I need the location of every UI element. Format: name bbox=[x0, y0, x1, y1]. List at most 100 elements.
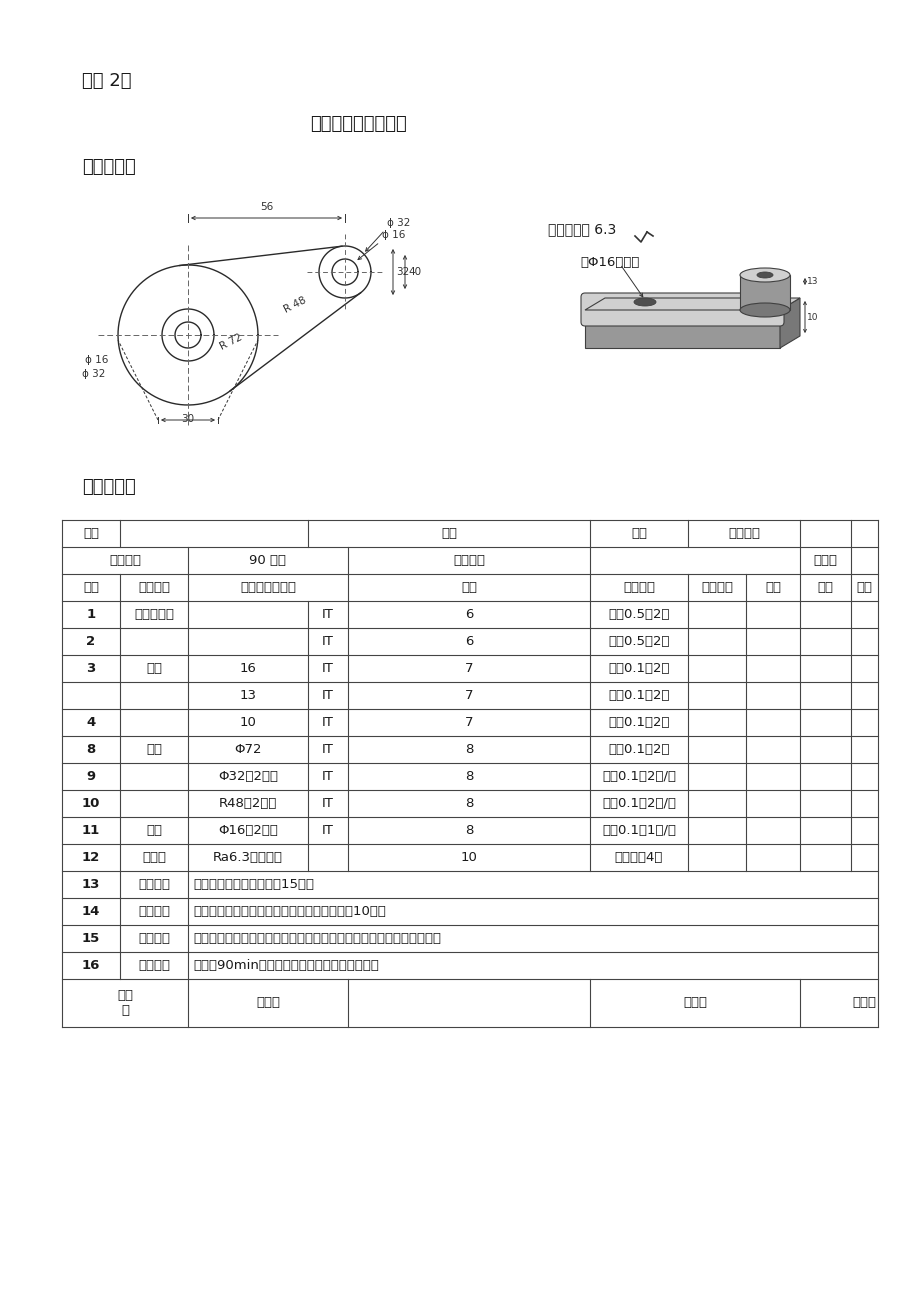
Text: 初赛图纸及评分表格: 初赛图纸及评分表格 bbox=[310, 115, 406, 133]
Text: 13: 13 bbox=[82, 878, 100, 891]
Polygon shape bbox=[584, 298, 800, 310]
Text: IT: IT bbox=[322, 797, 334, 810]
Text: 附件 2：: 附件 2： bbox=[82, 72, 131, 90]
Text: 超差0.1扣2分: 超差0.1扣2分 bbox=[607, 716, 669, 729]
Text: 9: 9 bbox=[86, 769, 96, 783]
Text: 16: 16 bbox=[239, 661, 256, 674]
Text: 超差0.1扣2分: 超差0.1扣2分 bbox=[607, 743, 669, 756]
Text: 7: 7 bbox=[464, 716, 472, 729]
Text: 降一级扣4分: 降一级扣4分 bbox=[614, 852, 663, 865]
Text: 按以上文件所述违规配分15分。: 按以上文件所述违规配分15分。 bbox=[193, 878, 313, 891]
Text: 备注: 备注 bbox=[856, 581, 871, 594]
Text: 超差0.5扣2分: 超差0.5扣2分 bbox=[607, 635, 669, 648]
Text: 超差0.1扣2分: 超差0.1扣2分 bbox=[607, 661, 669, 674]
Text: 一、零件图: 一、零件图 bbox=[82, 158, 136, 176]
Text: 11: 11 bbox=[82, 824, 100, 837]
Text: IT: IT bbox=[322, 661, 334, 674]
Ellipse shape bbox=[633, 298, 655, 306]
Text: IT: IT bbox=[322, 635, 334, 648]
Text: R48（2处）: R48（2处） bbox=[219, 797, 277, 810]
Ellipse shape bbox=[756, 272, 772, 279]
Text: 程序中有严重违反工艺的则取消考试资格，小问题则视情况酌情扣分。: 程序中有严重违反工艺的则取消考试资格，小问题则视情况酌情扣分。 bbox=[193, 932, 440, 945]
Text: R 48: R 48 bbox=[282, 296, 307, 315]
Text: 14: 14 bbox=[82, 905, 100, 918]
Text: R 72: R 72 bbox=[218, 332, 244, 352]
Text: 圆弧: 圆弧 bbox=[146, 743, 162, 756]
Text: 序号: 序号 bbox=[83, 581, 99, 594]
Text: 10: 10 bbox=[460, 852, 477, 865]
Text: IT: IT bbox=[322, 716, 334, 729]
Text: 13: 13 bbox=[239, 689, 256, 702]
Text: 姓名: 姓名 bbox=[440, 527, 457, 540]
Text: 考核内容及要求: 考核内容及要求 bbox=[240, 581, 296, 594]
Text: 90 分钟: 90 分钟 bbox=[249, 553, 286, 566]
Text: 粗糙度要求 6.3: 粗糙度要求 6.3 bbox=[548, 223, 616, 236]
Text: 8: 8 bbox=[464, 824, 472, 837]
Text: 8: 8 bbox=[464, 797, 472, 810]
FancyBboxPatch shape bbox=[581, 293, 783, 326]
Text: 得分: 得分 bbox=[817, 581, 833, 594]
Text: 32: 32 bbox=[395, 267, 409, 277]
Text: 超差0.1扣2分/处: 超差0.1扣2分/处 bbox=[601, 769, 675, 783]
Text: 粗糙度: 粗糙度 bbox=[142, 852, 165, 865]
Text: 总得分: 总得分 bbox=[812, 553, 836, 566]
Text: 考核项目: 考核项目 bbox=[138, 581, 170, 594]
Text: Ra6.3（整体）: Ra6.3（整体） bbox=[213, 852, 283, 865]
Text: 两Φ16孔钻穿: 两Φ16孔钻穿 bbox=[579, 256, 639, 270]
Text: 加工时间: 加工时间 bbox=[138, 960, 170, 973]
Text: 6: 6 bbox=[464, 608, 472, 621]
Text: 7: 7 bbox=[464, 661, 472, 674]
Text: 13: 13 bbox=[806, 276, 818, 285]
Text: ϕ 32: ϕ 32 bbox=[82, 368, 106, 379]
Text: 16: 16 bbox=[82, 960, 100, 973]
Text: 超差0.1扣1分/处: 超差0.1扣1分/处 bbox=[601, 824, 675, 837]
Text: 1: 1 bbox=[86, 608, 96, 621]
Polygon shape bbox=[779, 298, 800, 348]
Text: 两圆外边距: 两圆外边距 bbox=[134, 608, 174, 621]
Text: 8: 8 bbox=[464, 769, 472, 783]
Ellipse shape bbox=[739, 268, 789, 283]
Text: 考评人: 考评人 bbox=[852, 996, 876, 1009]
Text: 定额时间: 定额时间 bbox=[108, 553, 141, 566]
Text: 违规扣分: 违规扣分 bbox=[138, 878, 170, 891]
Text: 高度: 高度 bbox=[146, 661, 162, 674]
Text: 2: 2 bbox=[86, 635, 96, 648]
Text: 配分: 配分 bbox=[460, 581, 476, 594]
Text: IT: IT bbox=[322, 608, 334, 621]
Text: 其他项目: 其他项目 bbox=[138, 905, 170, 918]
Ellipse shape bbox=[739, 303, 789, 316]
Text: 图号: 图号 bbox=[630, 527, 646, 540]
Text: 超差0.5扣2分: 超差0.5扣2分 bbox=[607, 608, 669, 621]
Text: 超差0.1扣2分/处: 超差0.1扣2分/处 bbox=[601, 797, 675, 810]
Text: 二、评分表: 二、评分表 bbox=[82, 478, 136, 496]
Text: 8: 8 bbox=[464, 743, 472, 756]
Text: 圆孔: 圆孔 bbox=[146, 824, 162, 837]
Polygon shape bbox=[584, 310, 779, 348]
Text: 轴承挡板: 轴承挡板 bbox=[727, 527, 759, 540]
Text: 10: 10 bbox=[82, 797, 100, 810]
Text: 56: 56 bbox=[259, 202, 273, 212]
Text: IT: IT bbox=[322, 743, 334, 756]
Text: 工件必须完整，局部无缺陷（夹伤等），配分10分。: 工件必须完整，局部无缺陷（夹伤等），配分10分。 bbox=[193, 905, 385, 918]
Text: ϕ 32: ϕ 32 bbox=[387, 217, 410, 228]
Text: 8: 8 bbox=[86, 743, 96, 756]
Text: 记录
员: 记录 员 bbox=[117, 990, 133, 1017]
Text: 监考人: 监考人 bbox=[255, 996, 279, 1009]
Text: 15: 15 bbox=[82, 932, 100, 945]
Text: Φ72: Φ72 bbox=[234, 743, 262, 756]
Text: 7: 7 bbox=[464, 689, 472, 702]
Text: Φ16（2处）: Φ16（2处） bbox=[218, 824, 278, 837]
Text: 评分标准: 评分标准 bbox=[622, 581, 654, 594]
Text: 超差0.1扣2分: 超差0.1扣2分 bbox=[607, 689, 669, 702]
Text: 班别: 班别 bbox=[83, 527, 99, 540]
Text: 扣分: 扣分 bbox=[765, 581, 780, 594]
Text: IT: IT bbox=[322, 824, 334, 837]
Text: 3: 3 bbox=[86, 661, 96, 674]
Text: 总时间90min。时间到机床停电，选手交零件。: 总时间90min。时间到机床停电，选手交零件。 bbox=[193, 960, 379, 973]
Text: 检测结果: 检测结果 bbox=[700, 581, 732, 594]
Text: 30: 30 bbox=[181, 414, 194, 424]
Text: 6: 6 bbox=[464, 635, 472, 648]
Text: 程序编制: 程序编制 bbox=[138, 932, 170, 945]
Text: 检验员: 检验员 bbox=[682, 996, 706, 1009]
Text: 12: 12 bbox=[82, 852, 100, 865]
